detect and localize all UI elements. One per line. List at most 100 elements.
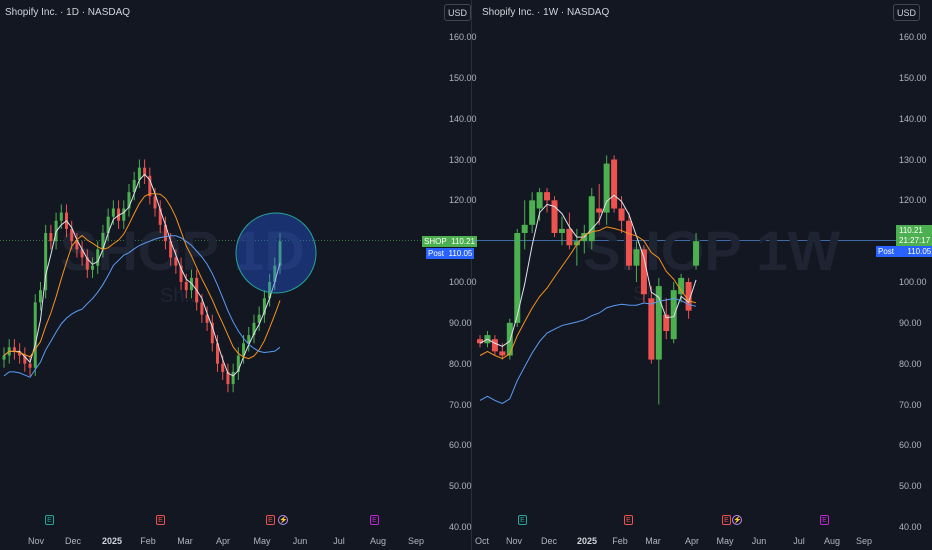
earnings-event-icon[interactable]: E [370, 515, 379, 525]
candle-body [117, 208, 121, 221]
candle-body [521, 224, 528, 233]
time-tick-label: Aug [823, 536, 841, 546]
candle-body [122, 208, 126, 221]
candle-body [148, 175, 152, 197]
candle-body [268, 282, 272, 299]
candle-body [101, 233, 105, 250]
price-tick-label: 120.00 [449, 195, 477, 206]
price-tick-label: 100.00 [899, 277, 927, 287]
candle-body [273, 265, 277, 282]
candle-body [551, 200, 558, 233]
currency-button[interactable]: USD [893, 4, 920, 21]
candle-body [216, 343, 220, 364]
candle-body [106, 216, 110, 233]
candle-body [179, 265, 183, 282]
time-tick-label: Nov [505, 536, 523, 546]
ma-mid-line [3, 193, 281, 360]
post-label: Post [428, 249, 445, 258]
candle-body [648, 298, 655, 360]
candle-body [231, 371, 235, 385]
ma-slow-line [3, 235, 281, 378]
earnings-event-icon[interactable]: E [518, 515, 527, 525]
time-tick-label: Nov [27, 536, 45, 546]
time-tick-label: Oct [474, 536, 490, 546]
candle-body [70, 228, 74, 242]
candle-body [514, 233, 521, 323]
last-price-value: 110.21 [899, 226, 923, 235]
candle-body [257, 314, 261, 323]
price-tick-label: 50.00 [449, 481, 472, 492]
time-tick-label: Jun [292, 536, 308, 546]
time-tick-label: 2025 [101, 536, 123, 546]
symbol-watermark-sub: Sh... [160, 285, 201, 307]
candle-body [210, 322, 214, 344]
earnings-event-icon[interactable]: E [820, 515, 829, 525]
candle-body [85, 257, 89, 270]
candle-body [23, 355, 27, 364]
last-price-tag: SHOP 110.21 [422, 236, 477, 247]
time-tick-label: 2025 [576, 536, 598, 546]
candle-body [633, 249, 640, 266]
candle-body [603, 163, 610, 213]
price-tick-label: 160.00 [899, 32, 927, 42]
candle-body [28, 363, 32, 368]
candle-body [59, 212, 63, 221]
time-tick-label: Jul [793, 536, 805, 546]
candle-body [242, 343, 246, 356]
ma-mid-line [479, 226, 697, 360]
price-tick-label: 140.00 [449, 113, 477, 124]
candle-body [2, 355, 6, 360]
weekly-chart-canvas[interactable]: SHOP 1WSh... [473, 0, 932, 550]
time-tick-label: May [253, 536, 271, 546]
candle-body [132, 179, 136, 193]
time-tick-label: Sep [855, 536, 873, 546]
chart-title: Shopify Inc. · 1W · NASDAQ [482, 7, 610, 18]
candle-body [640, 249, 647, 295]
earnings-event-icon[interactable]: E [45, 515, 54, 525]
candle-body [670, 290, 677, 340]
candle-body [618, 208, 625, 221]
candle-body [588, 196, 595, 242]
candle-body [38, 290, 42, 303]
candle-body [226, 371, 230, 385]
chart-title: Shopify Inc. · 1D · NASDAQ [5, 7, 131, 18]
candle-body [96, 249, 100, 266]
time-tick-label: Apr [684, 536, 700, 546]
highlight-circle [235, 212, 317, 294]
dividend-split-icon[interactable]: ⚡ [278, 515, 288, 525]
price-tick-label: 120.00 [899, 195, 927, 206]
candle-body [163, 224, 167, 242]
candle-body [153, 196, 157, 209]
dividend-split-icon[interactable]: ⚡ [732, 515, 742, 525]
price-tick-label: 60.00 [899, 440, 922, 451]
candle-body [200, 302, 204, 315]
chart-pane-weekly[interactable]: SHOP 1W Sh... Shopify Inc. · 1W · NASDAQ … [473, 0, 932, 550]
time-tick-label: Dec [64, 536, 82, 546]
time-tick-label: Feb [612, 536, 628, 546]
candle-body [596, 208, 603, 213]
candle-body [663, 314, 670, 331]
time-tick-label: Apr [215, 536, 231, 546]
candle-body [611, 159, 618, 209]
candle-body [236, 355, 240, 372]
price-tick-label: 70.00 [899, 399, 922, 410]
candle-body [544, 192, 551, 201]
price-tick-label: 160.00 [449, 32, 477, 42]
candle-body [491, 339, 498, 352]
candle-body [33, 302, 37, 368]
currency-button[interactable]: USD [444, 4, 471, 21]
candle-body [143, 167, 147, 176]
time-tick-label: Jul [333, 536, 345, 546]
chart-pane-daily[interactable]: SHOP 1D Sh... Shopify Inc. · 1D · NASDAQ … [0, 0, 477, 550]
candle-body [573, 241, 580, 246]
price-tick-label: 100.00 [449, 277, 477, 287]
earnings-event-icon[interactable]: E [266, 515, 275, 525]
earnings-event-icon[interactable]: E [722, 515, 731, 525]
candle-body [137, 167, 141, 180]
earnings-event-icon[interactable]: E [624, 515, 633, 525]
daily-chart-canvas[interactable]: SHOP 1DSh... [0, 0, 472, 550]
candle-body [693, 241, 700, 266]
candle-body [536, 192, 543, 209]
earnings-event-icon[interactable]: E [156, 515, 165, 525]
candle-body [678, 277, 685, 295]
